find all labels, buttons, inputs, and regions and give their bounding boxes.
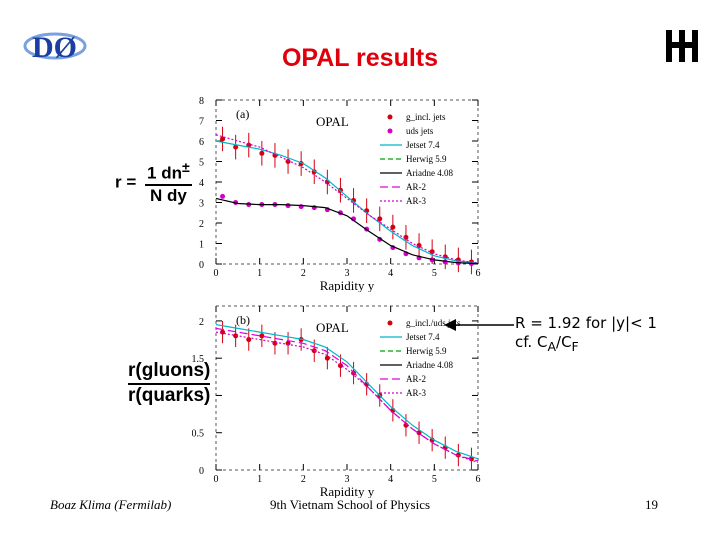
formula-r-denominator: N dy	[149, 185, 187, 205]
y-tick-label: 1	[199, 391, 204, 402]
y-tick-label: 3	[199, 199, 204, 210]
annotation-sub-f: F	[571, 339, 579, 354]
formula-r: r = 1 dn± N dy	[115, 160, 192, 206]
legend-label: AR-3	[406, 388, 426, 398]
y-tick-label: 8	[199, 96, 204, 107]
data-point	[246, 337, 252, 343]
annotation-cf: cf. C	[515, 333, 548, 351]
y-tick-label: 0	[199, 260, 204, 271]
data-point	[324, 355, 330, 361]
fermilab-logo	[666, 30, 698, 62]
ratio-numerator: r(gluons)	[128, 360, 211, 385]
legend-label: Jetset 7.4	[406, 332, 440, 342]
y-tick-label: 1	[199, 240, 204, 251]
annotation-slash: /C	[556, 333, 572, 351]
annotation-text: R = 1.92 for |y|< 1 cf. CA/CF	[515, 314, 657, 356]
legend-label: Herwig 5.9	[406, 154, 447, 164]
formula-r-numerator: 1 dn±	[145, 160, 192, 186]
legend-label: Jetset 7.4	[406, 140, 440, 150]
y-tick-label: 2	[199, 317, 204, 328]
ratio-label: r(gluons) r(quarks)	[128, 360, 211, 407]
legend-marker	[387, 320, 393, 326]
y-tick-label: 5	[199, 158, 204, 169]
page-number: 19	[645, 497, 658, 512]
series-line	[215, 197, 479, 265]
data-point	[377, 216, 383, 222]
panel-label: (a)	[236, 107, 249, 121]
footer-author: Boaz Klima (Fermilab)	[50, 497, 172, 512]
y-tick-label: 0	[199, 466, 204, 477]
ratio-denominator: r(quarks)	[128, 385, 211, 406]
d0-logo-ring	[23, 32, 87, 60]
x-tick-label: 0	[214, 474, 219, 485]
x-tick-label: 3	[345, 268, 350, 279]
x-axis-label: Rapidity y	[320, 278, 375, 292]
slide-title: OPAL results	[281, 44, 439, 72]
y-tick-label: 6	[199, 137, 204, 148]
y-tick-label: 7	[199, 117, 204, 128]
x-axis-label: Rapidity y	[320, 484, 375, 498]
legend-marker	[387, 114, 393, 120]
legend-label: g_incl. jets	[406, 112, 446, 122]
x-tick-label: 2	[301, 268, 306, 279]
legend-label: AR-3	[406, 196, 426, 206]
y-tick-label: 0.5	[192, 429, 204, 440]
legend-label: AR-2	[406, 374, 426, 384]
series-line	[215, 134, 479, 264]
legend-label: uds jets	[406, 126, 434, 136]
data-point	[390, 224, 396, 230]
x-tick-label: 3	[345, 474, 350, 485]
experiment-label: OPAL	[316, 114, 349, 129]
y-tick-label: 4	[199, 178, 204, 189]
x-tick-label: 2	[301, 474, 306, 485]
panel-label: (b)	[236, 313, 250, 327]
x-tick-label: 1	[257, 474, 262, 485]
x-tick-label: 1	[257, 268, 262, 279]
formula-r-fraction: 1 dn± N dy	[145, 160, 192, 206]
formula-r-prefix: r =	[115, 172, 137, 192]
x-tick-label: 5	[432, 474, 437, 485]
data-point	[259, 333, 265, 339]
d0-logo-text: DØ	[32, 31, 77, 64]
plot-panel-b: 0 1 2 3 4 5 6 0 0.5 1 1.5 2 Rapidity y (b) OPAL g_incl.…	[192, 305, 481, 498]
fermilab-logo-mark	[666, 30, 698, 62]
data-point	[285, 340, 291, 346]
data-point	[259, 150, 265, 156]
y-tick-label: 1.5	[192, 354, 204, 365]
legend-label: AR-2	[406, 182, 426, 192]
legend-label: Ariadne 4.08	[406, 168, 453, 178]
y-tick-label: 2	[199, 219, 204, 230]
data-point	[233, 144, 239, 150]
formula-r-num-text: 1 dn	[147, 163, 182, 183]
series-line	[215, 331, 479, 464]
x-tick-label: 6	[476, 474, 481, 485]
formula-r-sup: ±	[181, 160, 190, 176]
annotation-line2: cf. CA/CF	[515, 333, 657, 356]
legend-label: Herwig 5.9	[406, 346, 447, 356]
legend-label: Ariadne 4.08	[406, 360, 453, 370]
annotation-line1: R = 1.92 for |y|< 1	[515, 314, 657, 332]
data-point	[233, 333, 239, 339]
x-tick-label: 0	[214, 268, 219, 279]
x-tick-label: 4	[388, 268, 393, 279]
annotation-arrow	[444, 319, 514, 331]
series-line	[215, 140, 479, 264]
series-line	[215, 324, 479, 460]
legend-label: g_incl./uds jets	[406, 318, 461, 328]
x-tick-label: 6	[476, 268, 481, 279]
data-point	[220, 193, 226, 199]
legend-marker	[387, 128, 393, 134]
plot-frame	[215, 305, 479, 471]
experiment-label: OPAL	[316, 320, 349, 335]
x-tick-label: 4	[388, 474, 393, 485]
annotation-sub-a: A	[547, 339, 557, 354]
x-tick-label: 5	[432, 268, 437, 279]
plot-panel-a: 0 1 2 3 4 5 6 0 1 2 3 4 5 6 7 8 Rapidity y (a) OPAL g_incl.…	[199, 96, 481, 292]
data-point	[220, 136, 226, 142]
d0-logo: DØ	[23, 31, 87, 64]
data-point	[416, 243, 422, 249]
data-point	[285, 159, 291, 164]
annotation-arrow-head	[444, 319, 456, 331]
footer-event: 9th Vietnam School of Physics	[270, 497, 431, 512]
